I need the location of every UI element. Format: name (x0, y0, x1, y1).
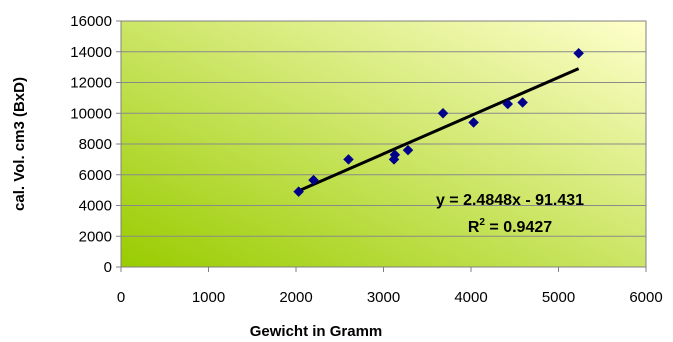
y-tick-label: 8000 (79, 136, 112, 153)
data-point-diamond (573, 47, 584, 59)
data-point-diamond (293, 186, 304, 198)
r-squared-value: = 0.9427 (485, 219, 552, 236)
x-tick-label: 4000 (454, 289, 487, 306)
x-tick-label: 6000 (629, 289, 662, 306)
axes (116, 20, 647, 272)
data-point-diamond (517, 97, 528, 108)
trendline-line (298, 67, 580, 193)
r-squared-prefix: R (468, 219, 480, 236)
x-tick-label: 0 (117, 289, 125, 306)
r-squared-label: R2 = 0.9427 (468, 217, 552, 236)
y-tick-label: 2000 (79, 228, 112, 245)
data-point-diamond (308, 174, 319, 186)
y-axis-title: cal. Vol. cm3 (BxD) (11, 77, 28, 211)
y-tick-label: 12000 (70, 75, 112, 92)
data-point-diamond (343, 154, 354, 165)
r-squared-exponent: 2 (479, 217, 485, 228)
x-tick-label: 5000 (542, 289, 575, 306)
x-tick-labels: 0 1000 2000 3000 4000 5000 6000 (117, 289, 663, 306)
y-tick-label: 6000 (79, 167, 112, 184)
data-point-diamond (502, 98, 514, 110)
gridlines (121, 51, 646, 237)
y-tick-label: 14000 (70, 44, 112, 61)
y-tick-label: 0 (104, 259, 112, 276)
trendline-equation: y = 2.4848x - 91.431 (436, 192, 584, 209)
data-point-diamond (389, 149, 401, 161)
data-points (293, 47, 584, 198)
trendline (298, 67, 580, 193)
y-tick-label: 16000 (70, 13, 112, 30)
data-point-diamond (437, 107, 449, 119)
y-tick-label: 4000 (79, 198, 112, 215)
data-point-diamond (402, 144, 414, 156)
x-axis-title: Gewicht in Gramm (250, 323, 383, 340)
y-tick-labels: 0 2000 4000 6000 8000 10000 12000 14000 16000 (70, 13, 112, 276)
data-point-diamond (468, 117, 479, 128)
x-tick-label: 1000 (192, 289, 225, 306)
x-tick-label: 3000 (367, 289, 400, 306)
x-tick-label: 2000 (279, 289, 312, 306)
y-tick-label: 10000 (70, 105, 112, 122)
